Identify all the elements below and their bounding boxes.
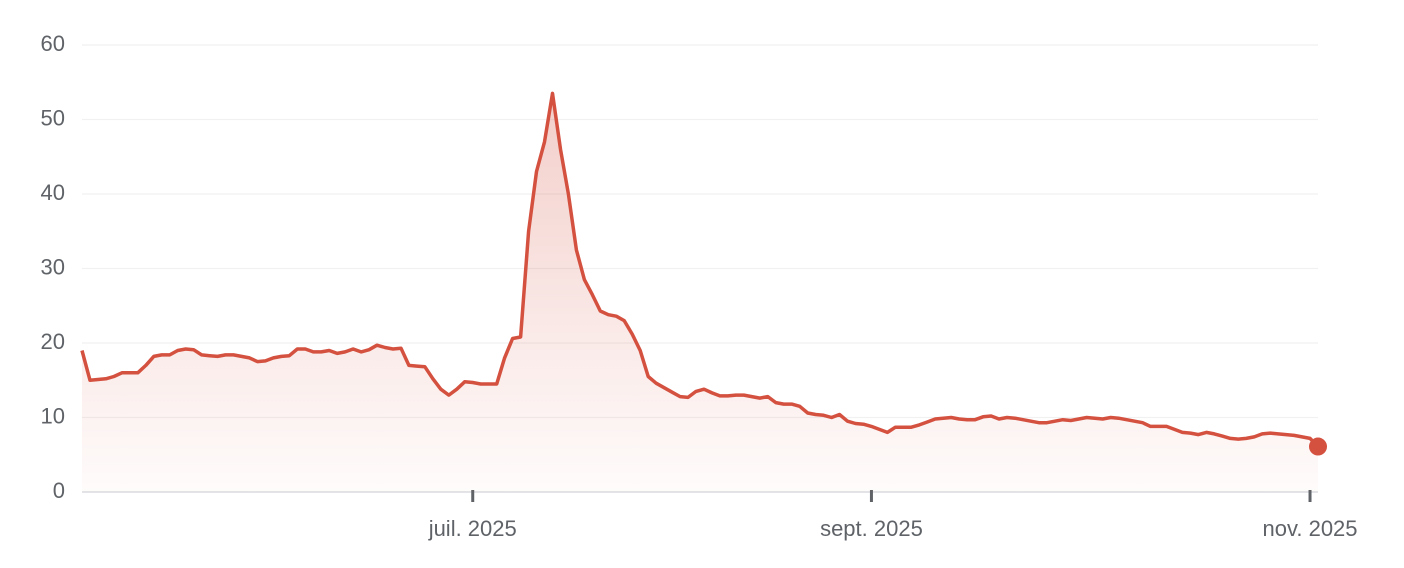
end-marker [1309,437,1327,456]
area [82,93,1318,493]
y-tick-label: 60 [41,31,65,56]
y-tick-label: 0 [53,478,65,503]
y-tick-label: 40 [41,180,65,205]
x-tick-label: juil. 2025 [428,516,517,541]
x-tick-label: sept. 2025 [820,516,923,541]
y-tick-label: 30 [41,254,65,279]
line [80,91,1320,448]
y-tick-label: 20 [41,329,65,354]
y-tick-label: 10 [41,403,65,428]
x-tick-label: nov. 2025 [1263,516,1358,541]
y-tick-label: 50 [41,105,65,130]
